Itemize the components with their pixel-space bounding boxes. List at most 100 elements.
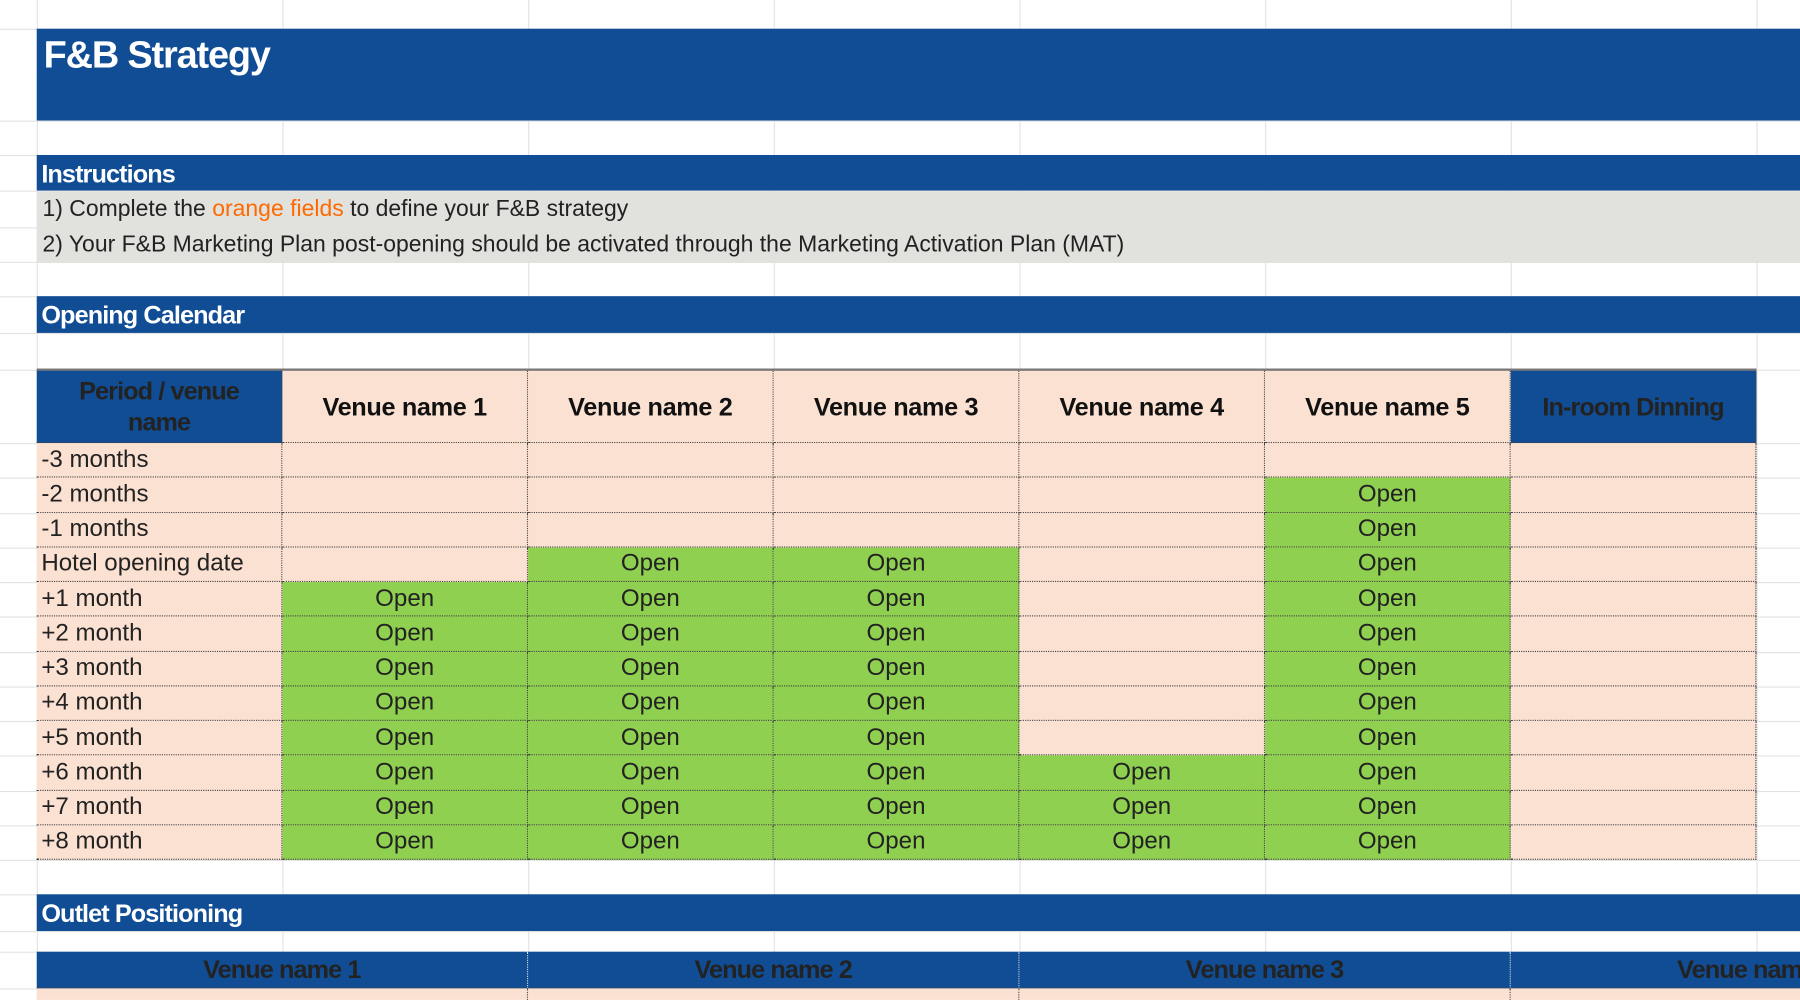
gridline [0,859,1800,861]
calendar-cell [1019,547,1266,583]
calendar-cell [1510,547,1757,583]
calendar-cell: Open [1265,651,1511,687]
table-top-border [36,368,1757,372]
period-label: +6 month [36,755,283,791]
calendar-cell: Open [1265,512,1511,548]
calendar-cell: Open [282,651,529,687]
instruction-text: 2) Your F&B Marketing Plan post-opening … [42,231,1125,258]
calendar-cell: Open [1265,616,1511,652]
calendar-cell: Open [773,755,1020,791]
calendar-cell [528,512,774,548]
calendar-cell [1510,616,1757,652]
instruction-line: 1) Complete the orange fields to define … [36,191,1800,228]
calendar-cell: Open [528,790,774,826]
column-header: Venue name 1 [282,370,529,444]
venue-cell [1019,988,1511,1000]
calendar-cell: Open [1265,790,1511,826]
calendar-cell [1019,582,1266,617]
calendar-cell: Open [1265,582,1511,617]
calendar-cell: Open [773,720,1020,756]
calendar-cell: Open [282,686,529,721]
venue-header: Venue name 4 [1510,951,1800,989]
calendar-cell [1510,720,1757,756]
calendar-cell: Open [1265,547,1511,583]
calendar-cell [1510,790,1757,826]
calendar-cell: Open [1265,755,1511,791]
period-label: +1 month [36,582,283,617]
calendar-cell: Open [1019,825,1266,860]
section-header: Instructions [36,154,1800,191]
column-header: Period / venue name [36,370,283,444]
calendar-cell: Open [528,720,774,756]
calendar-cell: Open [773,651,1020,687]
venue-header: Venue name 2 [528,951,1020,989]
calendar-cell: Open [282,582,529,617]
period-label: +4 month [36,686,283,721]
period-label: -1 months [36,512,283,548]
gridline [0,190,1800,192]
column-header: Venue name 5 [1265,370,1511,444]
period-label: +8 month [36,825,283,860]
venue-header: Venue name 1 [36,951,529,989]
period-label: +5 month [36,720,283,756]
calendar-cell [1510,512,1757,548]
calendar-cell: Open [528,755,774,791]
calendar-cell [528,443,774,478]
calendar-cell: Open [1265,825,1511,860]
venue-cell [1510,988,1800,1000]
calendar-cell: Open [282,616,529,652]
gridline [0,332,1800,335]
calendar-cell [1019,443,1266,478]
calendar-cell [1510,686,1757,721]
calendar-cell [1019,512,1266,548]
calendar-cell [1019,477,1266,513]
calendar-cell: Open [773,825,1020,860]
section-header: Opening Calendar [36,296,1800,333]
instruction-text: to define your F&B strategy [343,196,629,222]
title-bar: F&B Strategy [36,28,1800,121]
column-header: In-room Dinning [1510,370,1757,444]
calendar-cell: Open [1265,720,1511,756]
title: F&B Strategy [43,33,271,76]
instruction-line: 2) Your F&B Marketing Plan post-opening … [36,227,1800,263]
calendar-cell: Open [773,790,1020,826]
venue-cell [36,988,529,1000]
calendar-cell [282,443,529,478]
calendar-cell: Open [1265,477,1511,513]
calendar-cell [1019,651,1266,687]
calendar-cell [773,477,1020,513]
calendar-cell: Open [1019,790,1266,826]
calendar-cell [1510,825,1757,860]
calendar-cell [1510,477,1757,513]
calendar-cell: Open [282,825,529,860]
calendar-cell: Open [1265,686,1511,721]
gridline [0,931,1800,933]
calendar-cell: Open [528,547,774,583]
calendar-cell: Open [528,616,774,652]
column-header: Venue name 4 [1019,370,1266,444]
highlight-text: orange fields [212,196,344,222]
calendar-cell: Open [528,582,774,617]
calendar-cell [1510,651,1757,687]
calendar-cell [282,512,529,548]
calendar-cell [528,477,774,513]
calendar-cell [773,443,1020,478]
calendar-cell: Open [282,720,529,756]
period-label: -3 months [36,443,283,478]
calendar-cell [1019,616,1266,652]
calendar-cell: Open [773,582,1020,617]
calendar-cell: Open [773,686,1020,721]
venue-cell [528,988,1020,1000]
period-label: Hotel opening date [36,547,283,583]
gridline [1756,0,1758,1000]
calendar-cell: Open [282,755,529,791]
calendar-cell: Open [282,790,529,826]
calendar-cell [1510,582,1757,617]
period-label: +7 month [36,790,283,826]
calendar-cell [1019,686,1266,721]
calendar-cell: Open [528,825,774,860]
venue-header: Venue name 3 [1019,951,1511,989]
calendar-cell: Open [773,616,1020,652]
column-header: Venue name 3 [773,370,1020,444]
